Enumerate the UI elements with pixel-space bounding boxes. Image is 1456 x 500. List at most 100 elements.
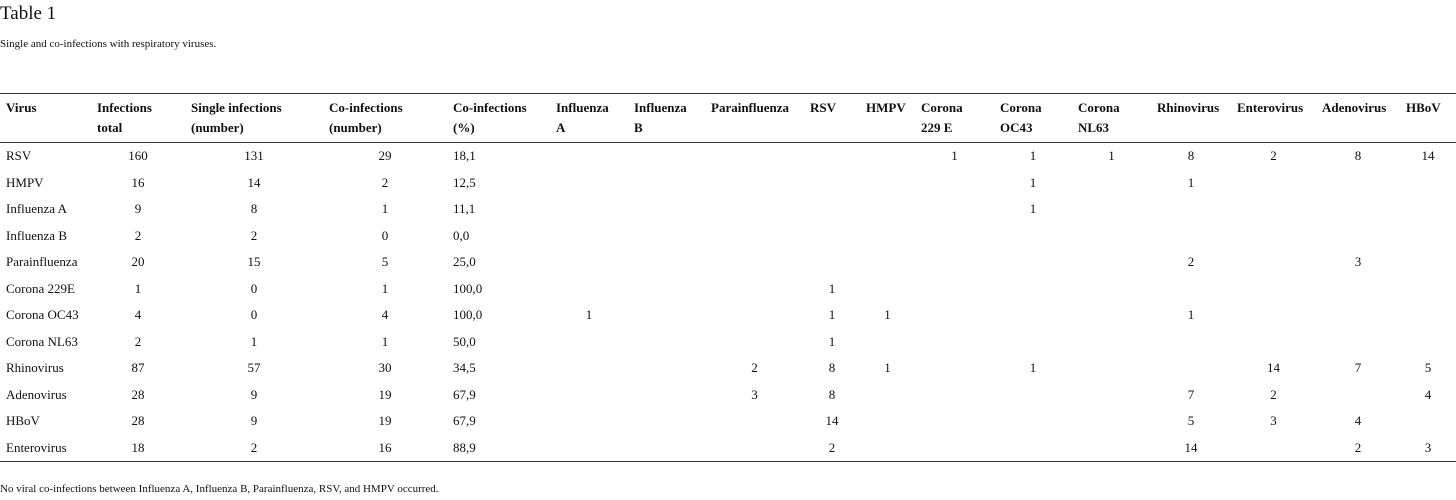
table-cell: 29 <box>378 148 392 164</box>
column-header: Infections total <box>91 94 185 143</box>
table-cell <box>994 223 1072 250</box>
table-cell: 1 <box>828 307 836 323</box>
table-cell <box>915 435 994 462</box>
table-cell: 14 <box>247 174 261 190</box>
table-cell: 1 <box>884 360 891 376</box>
header-line: HBoV <box>1406 100 1441 115</box>
table-cell <box>628 196 705 223</box>
table-cell <box>628 276 705 303</box>
table-cell <box>705 170 804 197</box>
table-cell <box>705 196 804 223</box>
row-label: Enterovirus <box>6 439 67 455</box>
header-line: NL63 <box>1078 120 1110 135</box>
table-cell: 87 <box>131 360 145 376</box>
table-cell: 30 <box>378 360 392 376</box>
table-cell: 19 <box>378 413 392 429</box>
table-cell: 100,0 <box>453 307 483 323</box>
table-row: Enterovirus 18 2 16 88,9 2 14 2 3 <box>0 435 1456 462</box>
header-row: Virus Infections total Single infections (nu… <box>0 93 1456 143</box>
column-header: RSV <box>804 94 860 143</box>
table-cell <box>915 302 994 329</box>
table-cell <box>915 276 994 303</box>
table-cell: 4 <box>1424 386 1432 402</box>
table-cell: 2 <box>134 333 142 349</box>
table-row: Influenza A 9 8 1 11,1 1 <box>0 196 1456 223</box>
table-row: Corona OC43 4 0 4 100,0 1 1 1 1 <box>0 302 1456 329</box>
table-cell: 14 <box>1184 439 1198 455</box>
header-line: Infections <box>97 100 152 115</box>
table-cell <box>1400 329 1456 356</box>
table-cell <box>550 435 628 462</box>
table-cell <box>628 170 705 197</box>
table-cell: 14 <box>1267 360 1280 376</box>
table-cell: 67,9 <box>453 413 476 429</box>
table-cell: 8 <box>250 201 258 217</box>
data-table: Virus Infections total Single infections (nu… <box>0 93 1456 462</box>
table-row: RSV 160 131 29 18,1 1 1 1 8 2 8 14 <box>0 143 1456 170</box>
table-cell: 1 <box>828 280 836 296</box>
row-label: Adenovirus <box>6 386 67 402</box>
table-cell: 1 <box>1029 148 1037 164</box>
table-cell <box>860 196 915 223</box>
table-cell: 25,0 <box>453 254 476 270</box>
table-cell <box>1400 302 1456 329</box>
table-cell <box>1231 196 1316 223</box>
table-cell <box>628 223 705 250</box>
header-line: Enterovirus <box>1237 100 1304 115</box>
table-cell <box>860 276 915 303</box>
table-cell: 15 <box>247 254 261 270</box>
column-header: Single infections (number) <box>185 94 323 143</box>
table-cell: 9 <box>250 413 258 429</box>
table-cell <box>994 408 1072 435</box>
header-line: Adenovirus <box>1322 100 1387 115</box>
table-cell: 1 <box>381 280 389 296</box>
table-cell <box>550 196 628 223</box>
table-cell: 50,0 <box>453 333 476 349</box>
table-cell: 14 <box>825 413 839 429</box>
table-cell <box>550 355 628 382</box>
header-line: B <box>634 120 643 135</box>
header-line: Virus <box>6 100 37 115</box>
table-cell <box>550 143 628 170</box>
header-line: 229 E <box>921 120 953 135</box>
table-cell <box>1316 223 1400 250</box>
table-cell: 8 <box>1354 148 1362 164</box>
table-cell <box>628 382 705 409</box>
header-line: Co-infections <box>453 100 527 115</box>
table-cell <box>628 329 705 356</box>
table-cell <box>628 408 705 435</box>
table-cell <box>994 435 1072 462</box>
table-cell <box>915 329 994 356</box>
table-cell <box>994 382 1072 409</box>
row-label: RSV <box>6 148 32 164</box>
table-cell <box>1072 382 1151 409</box>
header-line: Single infections <box>191 100 282 115</box>
table-cell <box>705 435 804 462</box>
table-cell <box>628 302 705 329</box>
table-cell: 1 <box>1029 360 1037 376</box>
table-row: Corona 229E 1 0 1 100,0 1 <box>0 276 1456 303</box>
table-cell: 9 <box>250 386 258 402</box>
table-cell <box>628 249 705 276</box>
table-cell: 4 <box>134 307 142 323</box>
table-cell: 1 <box>1108 148 1115 164</box>
table-row: HMPV 16 14 2 12,5 1 1 <box>0 170 1456 197</box>
table-cell <box>1316 170 1400 197</box>
table-cell <box>1072 302 1151 329</box>
header-line: Rhinovirus <box>1157 100 1220 115</box>
column-header: Influenza B <box>628 94 705 143</box>
table-cell <box>705 276 804 303</box>
table-cell: 11,1 <box>453 201 476 217</box>
table-cell: 16 <box>131 174 145 190</box>
table-title: Table 1 <box>0 3 57 24</box>
column-header: Parainfluenza <box>705 94 804 143</box>
table-cell <box>1316 196 1400 223</box>
header-line: total <box>97 120 123 135</box>
column-header: Co-infections (%) <box>447 94 550 143</box>
row-label: Corona NL63 <box>6 333 78 349</box>
table-row: Rhinovirus 87 57 30 34,5 2 8 1 1 14 7 5 <box>0 355 1456 382</box>
table-cell: 88,9 <box>453 439 476 455</box>
table-cell: 1 <box>951 148 958 164</box>
table-cell <box>994 249 1072 276</box>
